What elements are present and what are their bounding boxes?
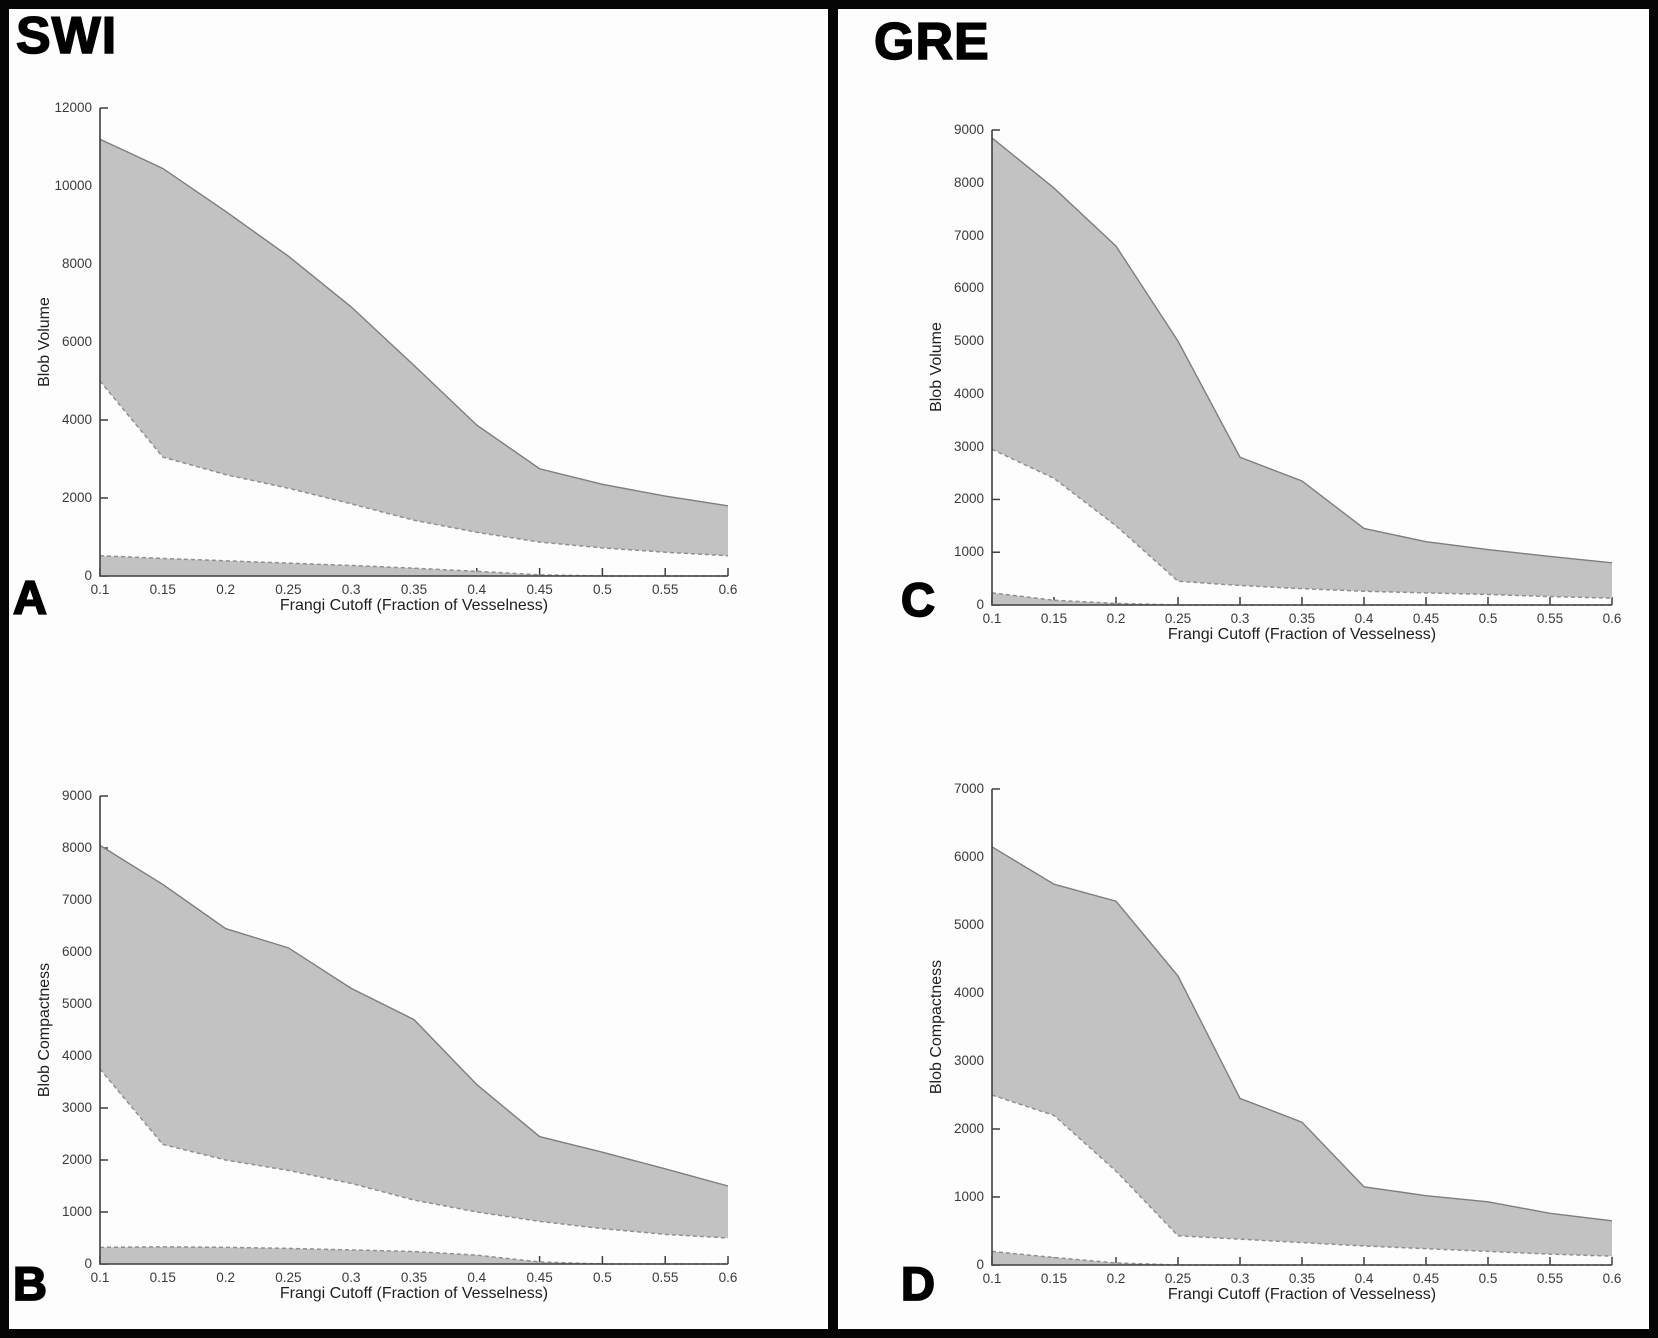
panel-c-y-tick-label: 8000 <box>953 174 984 190</box>
panel-c-x-tick-label: 0.2 <box>1106 611 1126 626</box>
panel-b-x-tick-label: 0.5 <box>593 1270 612 1285</box>
panel-d-y-tick-label: 5000 <box>953 917 984 932</box>
panel-b-x-tick-label: 0.45 <box>526 1270 553 1285</box>
panel-c-y-tick-label: 7000 <box>953 227 984 243</box>
panel-b-y-axis-title: Blob Compactness <box>36 962 53 1098</box>
panel-a-x-tick-label: 0.15 <box>149 582 176 597</box>
panel-a-x-tick-label: 0.55 <box>652 582 679 597</box>
panel-a-y-tick-label: 10000 <box>54 178 92 193</box>
panel-d-x-tick-label: 0.2 <box>1106 1271 1126 1286</box>
panel-c-y-tick-label: 5000 <box>953 333 984 349</box>
panel-d-y-tick-label: 7000 <box>953 781 984 796</box>
panel-d-x-tick-label: 0.35 <box>1288 1271 1316 1286</box>
panel-d-x-tick-label: 0.1 <box>982 1271 1002 1286</box>
panel-b-x-tick-label: 0.55 <box>652 1270 679 1285</box>
panel-a-x-axis-title: Frangi Cutoff (Fraction of Vesselness) <box>279 597 549 614</box>
panel-a-y-tick-label: 4000 <box>61 412 92 427</box>
panel-c-y-tick-label: 4000 <box>953 385 984 401</box>
panel-d-x-tick-label: 0.45 <box>1412 1271 1440 1286</box>
panel-d-x-tick-label: 0.25 <box>1164 1271 1192 1286</box>
panel-d-y-tick-label: 0 <box>976 1257 984 1272</box>
panel-c-x-tick-label: 0.35 <box>1288 611 1316 626</box>
panel-a-x-tick-label: 0.6 <box>718 582 738 597</box>
panel-d-y-tick-label: 4000 <box>953 985 984 1000</box>
panel-b-x-tick-label: 0.4 <box>467 1270 487 1285</box>
panel-a-y-tick-label: 12000 <box>54 100 92 115</box>
panel-c-x-axis-title: Frangi Cutoff (Fraction of Vesselness) <box>1167 626 1437 643</box>
panel-d-y-tick-label: 2000 <box>953 1121 984 1136</box>
panel-letter-b: B <box>12 1256 48 1311</box>
panel-c-x-tick-label: 0.15 <box>1040 611 1068 626</box>
panel-b-y-tick-label: 0 <box>84 1256 92 1271</box>
panel-b-x-axis-title: Frangi Cutoff (Fraction of Vesselness) <box>279 1285 549 1302</box>
panel-a-x-tick-label: 0.45 <box>526 582 553 597</box>
panel-b-y-tick-label: 2000 <box>61 1152 92 1167</box>
panel-a-x-tick-label: 0.35 <box>400 582 428 597</box>
panel-d-y-tick-label: 3000 <box>953 1053 984 1068</box>
panel-a-x-tick-label: 0.5 <box>593 582 612 597</box>
panel-c-y-tick-label: 1000 <box>953 544 984 560</box>
panel-letter-a: A <box>12 570 48 625</box>
panel-b-y-tick-label: 9000 <box>61 788 92 803</box>
panel-a-x-tick-label: 0.3 <box>341 582 361 597</box>
panel-a-y-tick-label: 2000 <box>61 490 92 505</box>
panel-d-x-tick-label: 0.6 <box>1602 1271 1622 1286</box>
panel-a-y-tick-label: 0 <box>84 568 92 583</box>
panel-d-x-tick-label: 0.4 <box>1354 1271 1374 1286</box>
panel-a-y-tick-label: 8000 <box>61 256 92 271</box>
column-divider <box>828 0 838 1338</box>
panel-b-x-tick-label: 0.1 <box>90 1270 110 1285</box>
panel-c-x-tick-label: 0.25 <box>1164 611 1192 626</box>
panel-a-x-tick-label: 0.4 <box>467 582 487 597</box>
panel-a-x-tick-label: 0.2 <box>216 582 235 597</box>
panel-c-y-tick-label: 9000 <box>953 122 984 137</box>
panel-c-x-tick-label: 0.55 <box>1536 611 1564 626</box>
panel-d-y-axis-title: Blob Compactness <box>928 959 945 1095</box>
panel-a-y-tick-label: 6000 <box>61 334 92 349</box>
panel-c-y-tick-label: 3000 <box>953 438 984 454</box>
panel-d-x-axis-title: Frangi Cutoff (Fraction of Vesselness) <box>1167 1286 1437 1303</box>
panel-b-x-tick-label: 0.3 <box>341 1270 361 1285</box>
panel-d-x-tick-label: 0.3 <box>1230 1271 1250 1286</box>
left-column-header: SWI <box>15 6 118 66</box>
panel-b-x-tick-label: 0.35 <box>400 1270 428 1285</box>
panel-d-x-tick-label: 0.15 <box>1040 1271 1068 1286</box>
panel-b-x-tick-label: 0.25 <box>275 1270 302 1285</box>
panel-letter-c: C <box>900 572 936 627</box>
right-column-header: GRE <box>873 12 990 72</box>
panel-a-x-tick-label: 0.25 <box>275 582 302 597</box>
panel-b-x-tick-label: 0.15 <box>149 1270 176 1285</box>
panel-d-y-tick-label: 6000 <box>953 849 984 864</box>
panel-d-x-tick-label: 0.5 <box>1478 1271 1498 1286</box>
panel-b-y-tick-label: 4000 <box>61 1048 92 1063</box>
panel-c-x-tick-label: 0.5 <box>1478 611 1498 626</box>
panel-b-y-tick-label: 3000 <box>61 1100 92 1115</box>
panel-d-x-tick-label: 0.55 <box>1536 1271 1564 1286</box>
panel-b-y-tick-label: 1000 <box>61 1204 92 1219</box>
panel-c-x-tick-label: 0.3 <box>1230 611 1250 626</box>
panel-b-y-tick-label: 6000 <box>61 944 92 959</box>
panel-c-y-tick-label: 2000 <box>953 491 984 507</box>
panel-c-x-tick-label: 0.45 <box>1412 611 1440 626</box>
panel-a-x-tick-label: 0.1 <box>90 582 110 597</box>
panel-c-y-tick-label: 6000 <box>953 280 984 296</box>
panel-b-x-tick-label: 0.2 <box>216 1270 235 1285</box>
panel-b-y-tick-label: 5000 <box>61 996 92 1011</box>
panel-b-y-tick-label: 7000 <box>61 892 92 907</box>
panel-c-x-tick-label: 0.1 <box>982 611 1002 626</box>
panel-b-x-tick-label: 0.6 <box>718 1270 738 1285</box>
panel-c-y-tick-label: 0 <box>976 597 984 612</box>
panel-c-x-tick-label: 0.4 <box>1354 611 1374 626</box>
panel-letter-d: D <box>900 1256 936 1311</box>
panel-d-y-tick-label: 1000 <box>953 1189 984 1204</box>
panel-b-y-tick-label: 8000 <box>61 840 92 855</box>
panel-c-x-tick-label: 0.6 <box>1602 611 1622 626</box>
